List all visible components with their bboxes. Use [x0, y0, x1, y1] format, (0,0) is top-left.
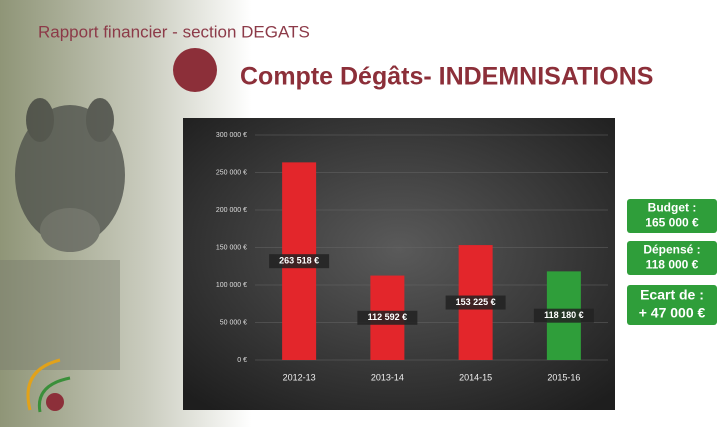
x-tick-label: 2014-15 — [459, 372, 492, 382]
x-tick-label: 2012-13 — [283, 372, 316, 382]
info-text: Dépensé : — [643, 243, 700, 257]
info-text: Budget : — [648, 201, 697, 215]
chart-panel — [183, 118, 615, 410]
value-label: 153 225 € — [456, 297, 496, 307]
x-tick-label: 2013-14 — [371, 372, 404, 382]
value-label: 263 518 € — [279, 256, 319, 266]
info-text: + 47 000 € — [639, 305, 706, 321]
slide: Rapport financier - section DEGATS Compt… — [0, 0, 719, 427]
header: Rapport financier - section DEGATS — [38, 22, 310, 41]
title-bullet — [173, 48, 217, 92]
y-tick-label: 0 € — [237, 357, 247, 364]
info-text: Ecart de : — [640, 287, 704, 303]
value-label: 118 180 € — [544, 310, 584, 320]
y-tick-label: 200 000 € — [216, 207, 247, 214]
y-tick-label: 100 000 € — [216, 282, 247, 289]
info-text: 165 000 € — [645, 216, 699, 230]
info-text: 118 000 € — [646, 258, 699, 272]
y-tick-label: 300 000 € — [216, 132, 247, 139]
value-label: 112 592 € — [368, 312, 408, 322]
y-tick-label: 150 000 € — [216, 244, 247, 251]
chart-title: Compte Dégâts- INDEMNISATIONS — [240, 63, 653, 91]
y-tick-label: 50 000 € — [220, 319, 247, 326]
x-tick-label: 2015-16 — [547, 372, 580, 382]
y-tick-label: 250 000 € — [216, 169, 247, 176]
